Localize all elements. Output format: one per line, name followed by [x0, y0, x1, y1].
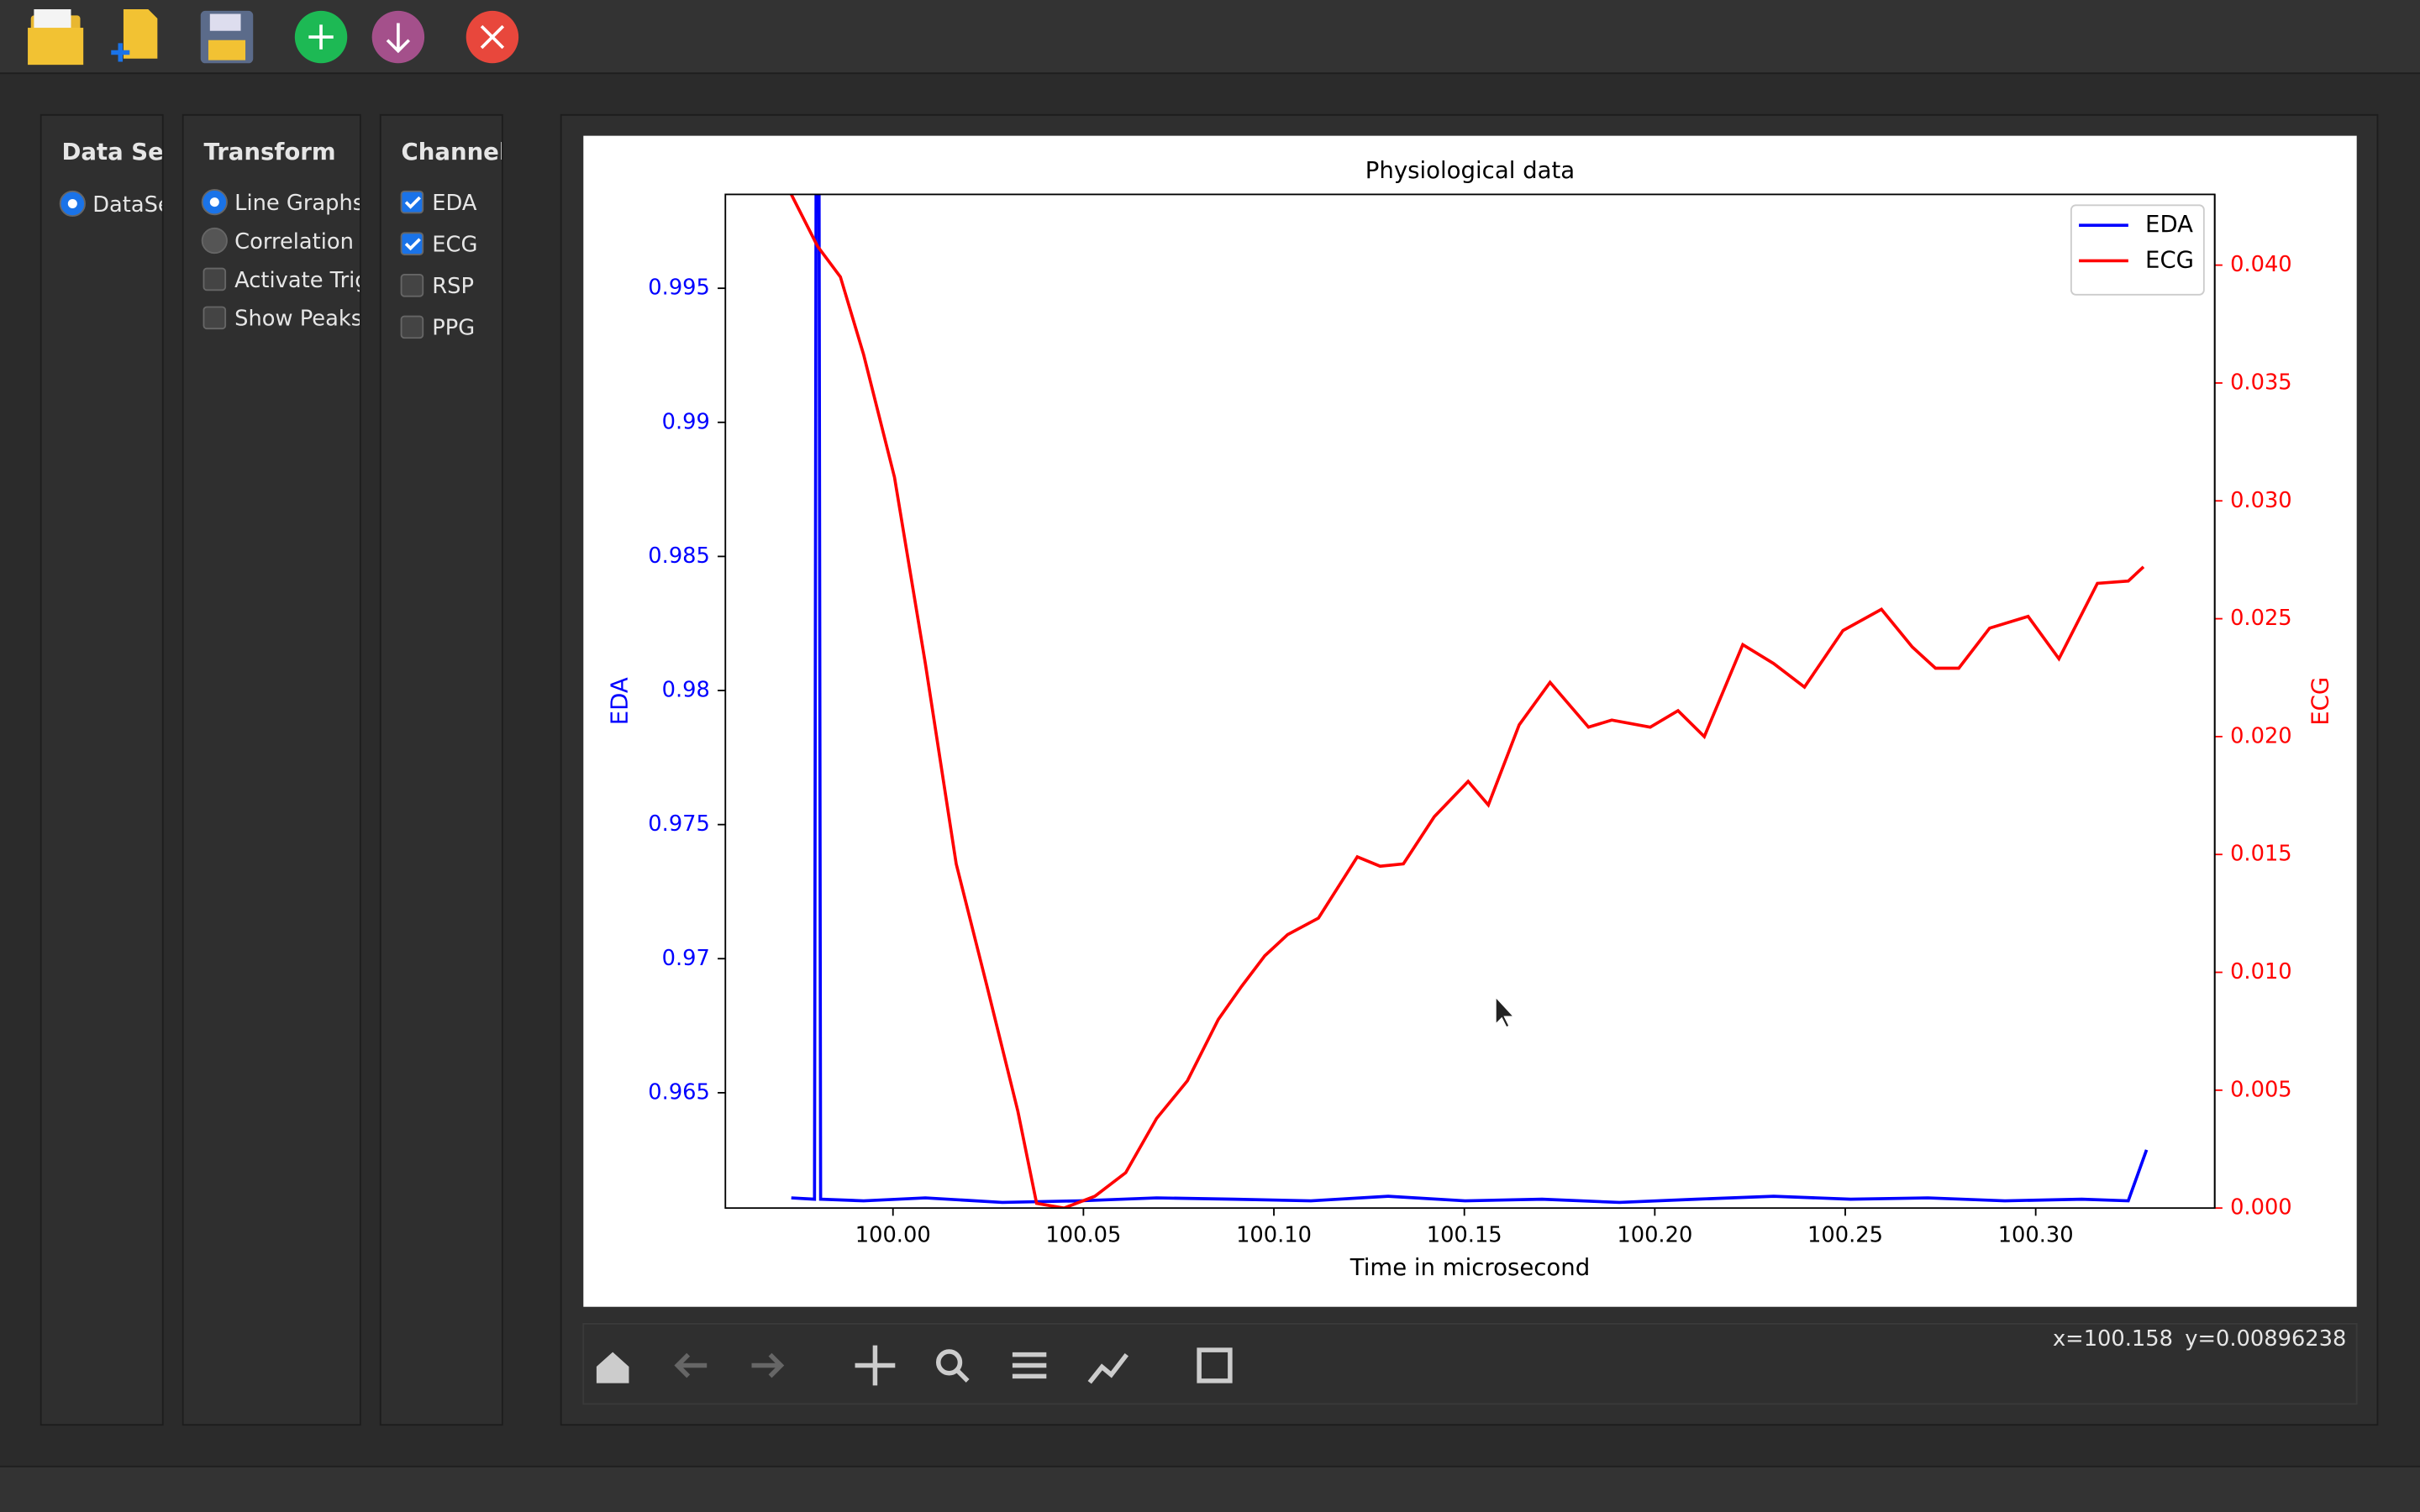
control-label: RSP: [432, 274, 474, 299]
y2-tick-label: 0.040: [2230, 252, 2292, 277]
y2-tick-label: 0.030: [2230, 488, 2292, 513]
zoom-button[interactable]: [935, 1349, 970, 1383]
checkbox[interactable]: [400, 232, 424, 255]
back-button[interactable]: [674, 1352, 708, 1378]
checkbox[interactable]: [400, 190, 424, 214]
y-tick-label: 0.975: [648, 811, 710, 837]
statusbar: [0, 1467, 2420, 1512]
y2-axis-label: ECG: [2307, 677, 2333, 726]
control-label: ECG: [432, 233, 477, 258]
control-label: Activate Trig: [234, 268, 368, 293]
x-axis-label: Time in microsecond: [1349, 1254, 1591, 1281]
add-button[interactable]: [294, 10, 348, 64]
y-tick-label: 0.995: [648, 276, 710, 301]
forward-button[interactable]: [751, 1352, 785, 1378]
y2-tick-label: 0.000: [2230, 1195, 2292, 1221]
save-button[interactable]: [200, 10, 254, 64]
pan-button[interactable]: [855, 1345, 896, 1386]
x-tick-label: 100.15: [1427, 1223, 1502, 1248]
y-tick-label: 0.965: [648, 1079, 710, 1105]
legend: [2070, 204, 2205, 296]
close-button[interactable]: [466, 10, 519, 64]
y2-tick-label: 0.025: [2230, 606, 2292, 631]
toolbar: [0, 0, 2420, 73]
transform-controls: Transform Line Graphs Correlation M Activat…: [201, 139, 379, 332]
legend-label: EDA: [2145, 211, 2193, 238]
radio-dot: [67, 198, 77, 208]
radio-button[interactable]: [201, 227, 228, 255]
legend-label: ECG: [2145, 246, 2194, 273]
series-line: [791, 194, 2149, 1205]
channels-controls: Channels EDA ECG RSP PPG: [400, 139, 521, 341]
status-y: y=0.00896238: [2185, 1326, 2346, 1352]
y-tick-label: 0.98: [662, 678, 710, 703]
x-tick-label: 100.30: [1998, 1223, 2074, 1248]
control-label: Line Graphs: [234, 191, 364, 216]
panel-title: Transform: [203, 139, 335, 165]
check-mark: [404, 196, 421, 209]
x-tick-label: 100.00: [855, 1223, 931, 1248]
y-tick-label: 0.985: [648, 543, 710, 569]
status-x: x=100.158: [2053, 1326, 2173, 1352]
save-figure-button[interactable]: [1197, 1347, 1233, 1383]
control-label: Show Peaks: [234, 307, 362, 332]
data-set-panel: [39, 113, 164, 1426]
radio-dot: [209, 197, 219, 207]
channels-panel: [379, 113, 503, 1426]
y2-tick-label: 0.015: [2230, 842, 2292, 867]
mouse-cursor: [1494, 995, 1516, 1029]
y-axis-label: EDA: [606, 677, 633, 725]
checkbox[interactable]: [203, 306, 227, 330]
y2-tick-label: 0.035: [2230, 370, 2292, 395]
x-tick-label: 100.20: [1617, 1223, 1692, 1248]
checkbox[interactable]: [203, 267, 227, 291]
axes-button[interactable]: [1087, 1352, 1129, 1384]
y2-tick-label: 0.005: [2230, 1077, 2292, 1102]
transform-panel: [182, 113, 361, 1426]
checkbox[interactable]: [400, 274, 424, 297]
checkbox[interactable]: [400, 315, 424, 339]
x-tick-label: 100.05: [1045, 1223, 1121, 1248]
download-button[interactable]: [371, 10, 425, 64]
y2-tick-label: 0.020: [2230, 723, 2292, 748]
figure: [583, 135, 2357, 1307]
check-mark: [404, 238, 421, 251]
y-tick-label: 0.97: [662, 946, 710, 971]
open-button[interactable]: [28, 9, 84, 66]
control-label: PPG: [432, 316, 475, 341]
panel-title: Data Set: [61, 139, 175, 165]
y2-tick-label: 0.010: [2230, 959, 2292, 984]
panel-title: Channels: [402, 139, 521, 165]
home-button[interactable]: [596, 1352, 629, 1383]
control-label: DataSe: [92, 192, 171, 218]
y-tick-label: 0.99: [662, 409, 710, 434]
x-tick-label: 100.10: [1236, 1223, 1312, 1248]
control-label: EDA: [432, 191, 477, 216]
x-tick-label: 100.25: [1807, 1223, 1883, 1248]
chart-title: Physiological data: [1365, 157, 1575, 184]
new-button[interactable]: [111, 9, 158, 62]
data-set-controls: Data Set DataSe: [59, 139, 175, 218]
configure-button[interactable]: [1012, 1352, 1047, 1379]
series-line: [790, 194, 2145, 1209]
control-label: Correlation M: [234, 229, 379, 255]
